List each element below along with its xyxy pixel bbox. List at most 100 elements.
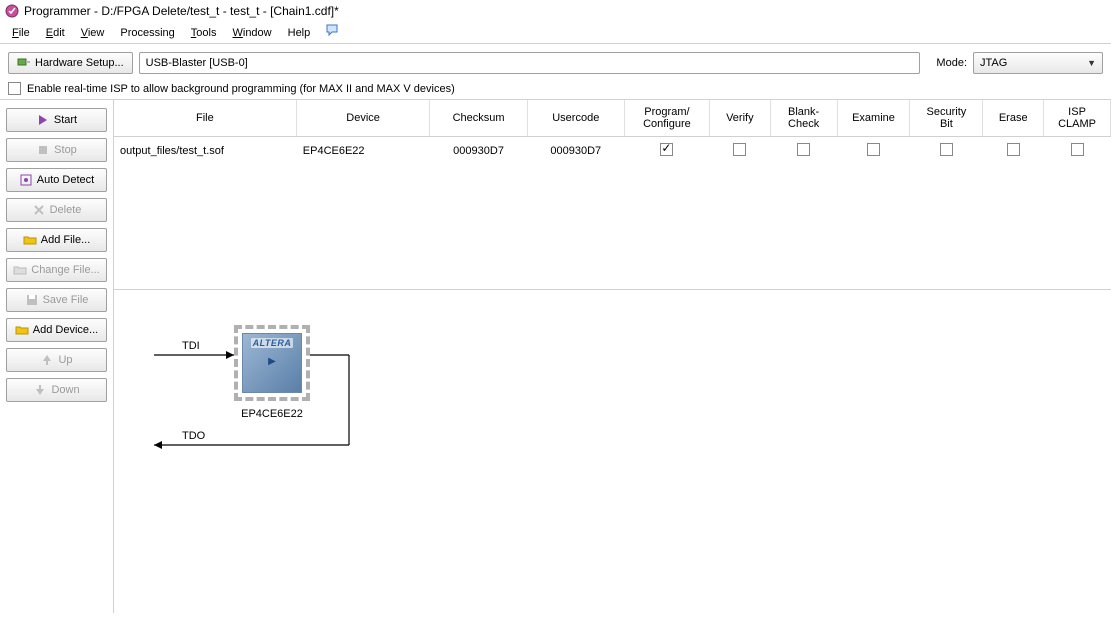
col-device[interactable]: Device [296,100,430,136]
menu-bar: File Edit View Processing Tools Window H… [0,22,1111,44]
cell-security[interactable] [910,136,983,165]
chip-brand-label: ALTERA [251,338,294,348]
chip-graphic: ALTERA ▶ [242,333,302,393]
chip-play-icon: ▶ [268,356,276,367]
cell-usercode: 000930D7 [527,136,624,165]
col-file[interactable]: File [114,100,296,136]
quick-help-icon[interactable] [326,24,342,41]
menu-view[interactable]: View [73,25,113,41]
add-device-icon [15,323,29,337]
col-security[interactable]: Security Bit [910,100,983,136]
col-isp[interactable]: ISP CLAMP [1044,100,1111,136]
main-area: Start Stop Auto Detect Delete Add File..… [0,100,1111,613]
auto-detect-icon [19,173,33,187]
chip-device-label: EP4CE6E22 [234,408,310,420]
menu-file-label: ile [19,27,30,39]
hardware-text-value: USB-Blaster [USB-0] [146,57,248,69]
auto-detect-button[interactable]: Auto Detect [6,168,107,192]
cell-blank[interactable] [770,136,837,165]
menu-help-label: Help [288,27,311,39]
start-button[interactable]: Start [6,108,107,132]
add-file-button[interactable]: Add File... [6,228,107,252]
menu-edit[interactable]: Edit [38,25,73,41]
menu-window[interactable]: Window [224,25,279,41]
table-row[interactable]: output_files/test_t.sof EP4CE6E22 000930… [114,136,1111,165]
auto-detect-button-label: Auto Detect [37,174,94,186]
stop-button[interactable]: Stop [6,138,107,162]
folder-open-icon [23,233,37,247]
device-table: File Device Checksum Usercode Program/ C… [114,100,1111,165]
title-bar: Programmer - D:/FPGA Delete/test_t - tes… [0,0,1111,22]
cell-device: EP4CE6E22 [296,136,430,165]
up-button-label: Up [58,354,72,366]
blank-checkbox[interactable] [797,143,810,156]
add-file-button-label: Add File... [41,234,91,246]
down-button-label: Down [51,384,79,396]
arrow-up-icon [40,353,54,367]
table-header-row: File Device Checksum Usercode Program/ C… [114,100,1111,136]
hardware-setup-button[interactable]: Hardware Setup... [8,52,133,74]
program-checkbox[interactable] [660,143,673,156]
menu-file[interactable]: File [4,25,38,41]
hardware-setup-icon [17,55,31,72]
col-blank[interactable]: Blank- Check [770,100,837,136]
save-file-button-label: Save File [43,294,89,306]
examine-checkbox[interactable] [867,143,880,156]
security-checkbox[interactable] [940,143,953,156]
jtag-chain-diagram: TDI TDO ALTERA ▶ EP4CE6E22 [114,290,1111,613]
menu-window-label: indow [243,27,272,39]
cell-erase[interactable] [983,136,1044,165]
cell-examine[interactable] [837,136,910,165]
add-device-button[interactable]: Add Device... [6,318,107,342]
delete-icon [32,203,46,217]
chevron-down-icon: ▼ [1087,58,1096,68]
menu-tools-label: ools [196,27,216,39]
cell-isp[interactable] [1044,136,1111,165]
isp-checkbox-cell[interactable] [1071,143,1084,156]
col-checksum[interactable]: Checksum [430,100,527,136]
isp-checkbox[interactable] [8,82,21,95]
menu-edit-label: dit [53,27,65,39]
change-file-icon [13,263,27,277]
tdi-label: TDI [182,340,200,352]
delete-button-label: Delete [50,204,82,216]
cell-file: output_files/test_t.sof [114,136,296,165]
down-button[interactable]: Down [6,378,107,402]
stop-icon [36,143,50,157]
device-chip[interactable]: ALTERA ▶ [234,325,310,401]
menu-tools[interactable]: Tools [183,25,225,41]
stop-button-label: Stop [54,144,77,156]
mode-select[interactable]: JTAG ▼ [973,52,1103,74]
device-table-wrap: File Device Checksum Usercode Program/ C… [114,100,1111,290]
toolbar-area: Hardware Setup... USB-Blaster [USB-0] Mo… [0,44,1111,100]
col-examine[interactable]: Examine [837,100,910,136]
menu-processing[interactable]: Processing [112,25,182,41]
cell-checksum: 000930D7 [430,136,527,165]
hardware-text-display: USB-Blaster [USB-0] [139,52,921,74]
hardware-setup-label: Hardware Setup... [35,57,124,69]
cell-program[interactable] [624,136,709,165]
up-button[interactable]: Up [6,348,107,372]
mode-label: Mode: [936,57,967,69]
save-icon [25,293,39,307]
col-usercode[interactable]: Usercode [527,100,624,136]
cell-verify[interactable] [709,136,770,165]
window-title: Programmer - D:/FPGA Delete/test_t - tes… [24,4,339,18]
tdo-label: TDO [182,430,205,442]
col-verify[interactable]: Verify [709,100,770,136]
mode-select-value: JTAG [980,57,1007,69]
col-erase[interactable]: Erase [983,100,1044,136]
erase-checkbox[interactable] [1007,143,1020,156]
toolbar-row-hardware: Hardware Setup... USB-Blaster [USB-0] Mo… [8,52,1103,74]
content-area: File Device Checksum Usercode Program/ C… [114,100,1111,613]
menu-help[interactable]: Help [280,25,319,41]
save-file-button[interactable]: Save File [6,288,107,312]
change-file-button[interactable]: Change File... [6,258,107,282]
col-program[interactable]: Program/ Configure [624,100,709,136]
isp-checkbox-label: Enable real-time ISP to allow background… [27,83,455,95]
delete-button[interactable]: Delete [6,198,107,222]
menu-view-label: iew [88,27,105,39]
verify-checkbox[interactable] [733,143,746,156]
play-icon [36,113,50,127]
app-icon [4,3,20,19]
